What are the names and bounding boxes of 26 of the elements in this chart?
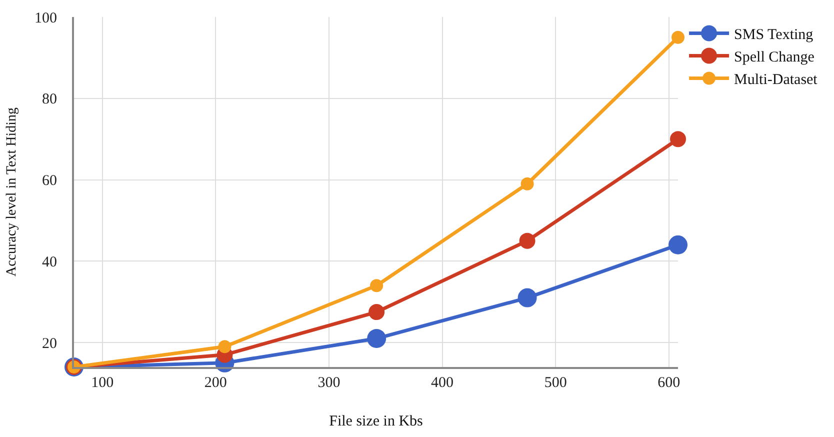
x-axis-title: File size in Kbs (329, 414, 424, 430)
legend-label: SMS Texting (734, 27, 814, 44)
legend-label: Multi-Dataset (734, 72, 818, 88)
point (518, 288, 537, 308)
x-tick-label: 300 (318, 375, 340, 391)
x-tick-label: 600 (658, 375, 680, 391)
y-axis-title: Accuracy level in Text Hiding (4, 107, 20, 277)
point (672, 30, 684, 44)
point (218, 340, 232, 354)
point (370, 279, 384, 292)
y-tick-label: 20 (42, 336, 57, 352)
point (368, 304, 385, 320)
y-tick-label: 40 (42, 254, 57, 270)
x-tick-label: 400 (431, 375, 454, 391)
point (668, 235, 688, 254)
point (670, 131, 686, 148)
x-tick-label: 100 (91, 375, 114, 391)
point (520, 177, 534, 190)
y-tick-label: 60 (42, 173, 57, 190)
x-tick-label: 500 (544, 375, 567, 391)
legend-label: Spell Change (734, 50, 815, 66)
point (519, 232, 536, 249)
point (367, 329, 386, 348)
y-tick-label: 80 (42, 92, 57, 108)
x-tick-label: 200 (204, 375, 227, 391)
y-tick-label: 100 (34, 10, 57, 26)
